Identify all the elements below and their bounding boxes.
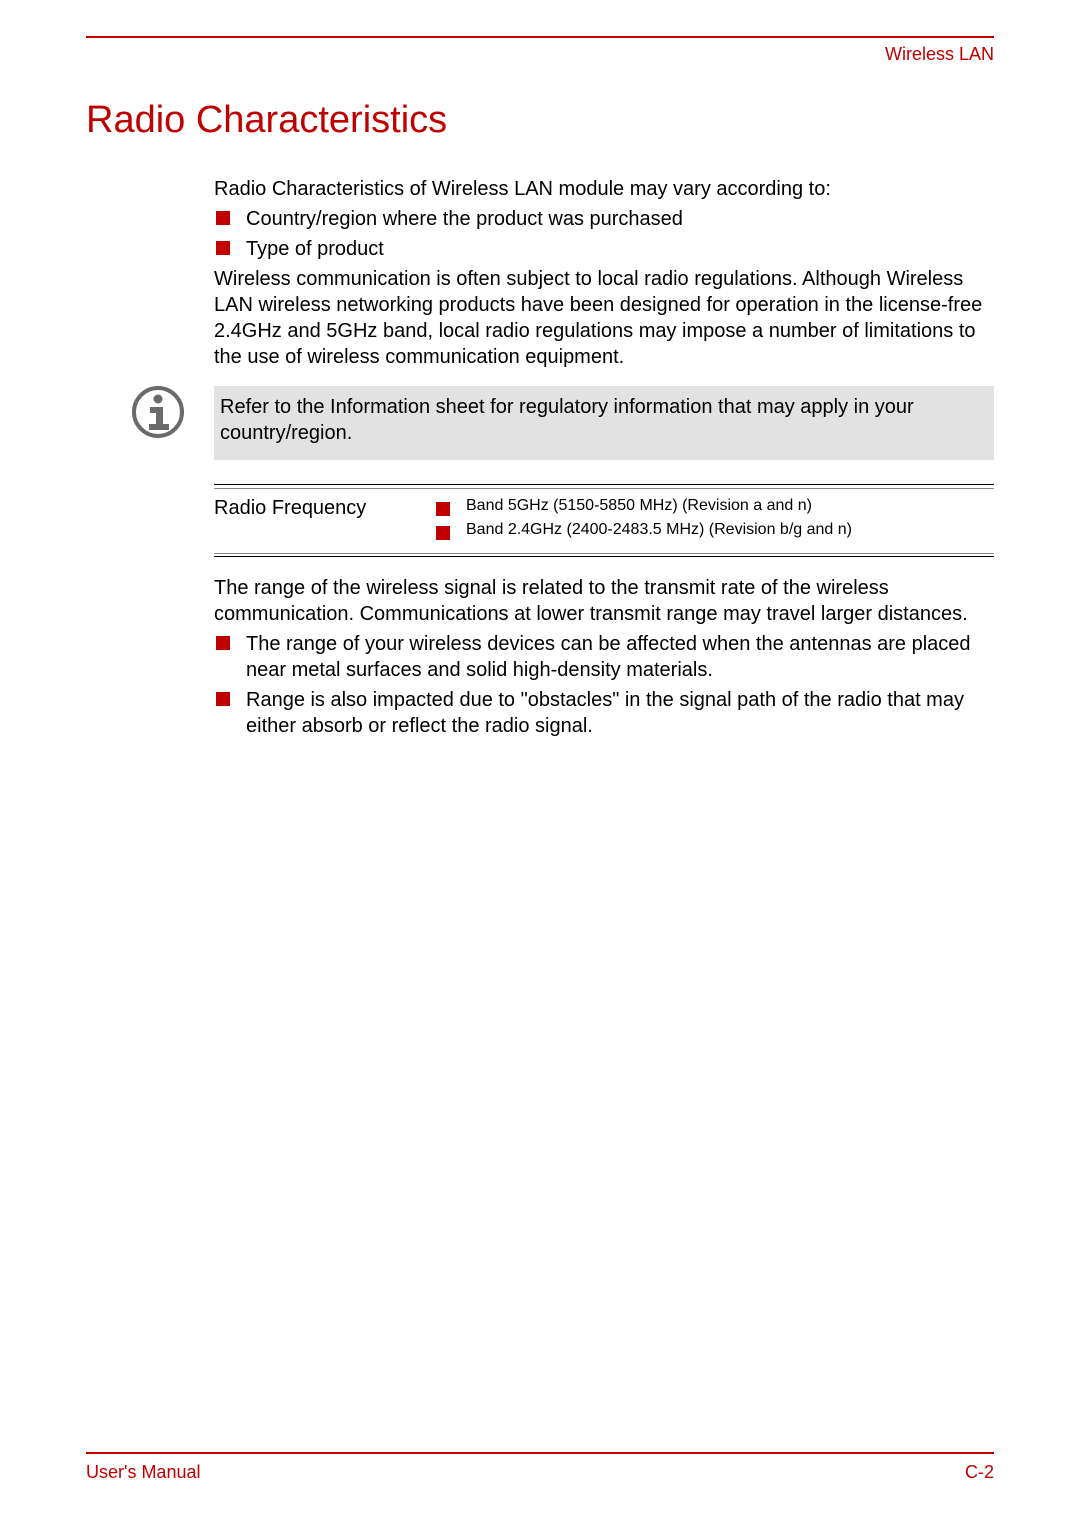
intro-block: Radio Characteristics of Wireless LAN mo…	[214, 176, 994, 370]
bullet-text: Band 5GHz (5150-5850 MHz) (Revision a an…	[466, 497, 812, 514]
range-paragraph: The range of the wireless signal is rela…	[214, 575, 994, 627]
bullet-text: Band 2.4GHz (2400-2483.5 MHz) (Revision …	[466, 521, 852, 538]
page-title: Radio Characteristics	[86, 99, 994, 142]
range-bullet-list: The range of your wireless devices can b…	[214, 631, 994, 739]
footer-row: User's Manual C-2	[86, 1462, 994, 1483]
bullet-text: Type of product	[246, 238, 384, 260]
header-rule	[86, 36, 994, 38]
spec-inner-rule	[214, 553, 994, 556]
list-item: Band 5GHz (5150-5850 MHz) (Revision a an…	[434, 497, 994, 515]
page-footer: User's Manual C-2	[86, 1452, 994, 1483]
spec-row: Radio Frequency Band 5GHz (5150-5850 MHz…	[214, 488, 994, 553]
footer-rule	[86, 1452, 994, 1454]
spec-table: Radio Frequency Band 5GHz (5150-5850 MHz…	[214, 484, 994, 557]
info-note-row: Refer to the Information sheet for regul…	[132, 386, 994, 460]
spec-values: Band 5GHz (5150-5850 MHz) (Revision a an…	[434, 495, 994, 545]
list-item: The range of your wireless devices can b…	[214, 631, 994, 683]
intro-text: Radio Characteristics of Wireless LAN mo…	[214, 176, 994, 202]
range-block: The range of the wireless signal is rela…	[214, 575, 994, 739]
bullet-text: The range of your wireless devices can b…	[246, 633, 971, 681]
bullet-text: Country/region where the product was pur…	[246, 208, 683, 230]
page-container: Wireless LAN Radio Characteristics Radio…	[0, 0, 1080, 1529]
regulation-paragraph: Wireless communication is often subject …	[214, 266, 994, 370]
info-note-box: Refer to the Information sheet for regul…	[214, 386, 994, 460]
info-note-text: Refer to the Information sheet for regul…	[220, 396, 914, 444]
footer-left: User's Manual	[86, 1462, 200, 1483]
list-item: Country/region where the product was pur…	[214, 206, 994, 232]
list-item: Type of product	[214, 236, 994, 262]
intro-bullet-list: Country/region where the product was pur…	[214, 206, 994, 262]
list-item: Band 2.4GHz (2400-2483.5 MHz) (Revision …	[434, 521, 994, 539]
spec-label: Radio Frequency	[214, 495, 434, 545]
footer-right: C-2	[965, 1462, 994, 1483]
header-section-label: Wireless LAN	[86, 44, 994, 65]
list-item: Range is also impacted due to "obstacles…	[214, 687, 994, 739]
bullet-text: Range is also impacted due to "obstacles…	[246, 689, 964, 737]
info-icon	[132, 386, 184, 438]
spec-bullet-list: Band 5GHz (5150-5850 MHz) (Revision a an…	[434, 497, 994, 539]
